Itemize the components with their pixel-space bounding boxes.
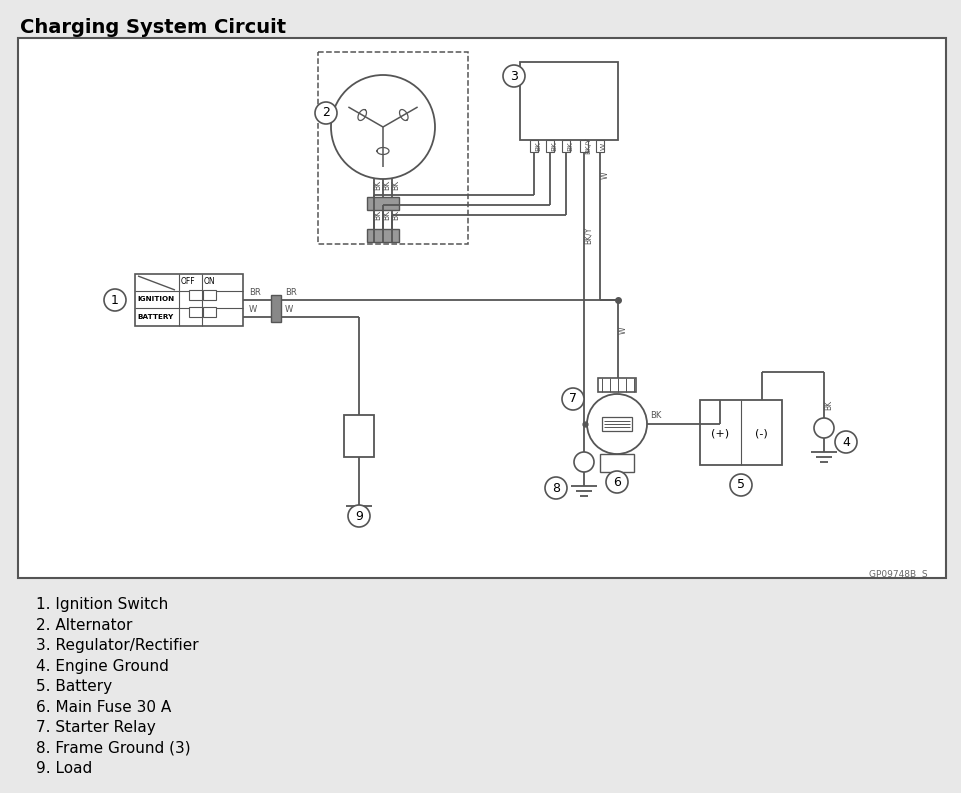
- Text: OFF: OFF: [181, 278, 196, 286]
- Text: BK: BK: [382, 180, 391, 190]
- Text: 6. Main Fuse 30 A: 6. Main Fuse 30 A: [36, 699, 171, 714]
- Text: W: W: [619, 326, 628, 334]
- Bar: [598, 378, 636, 392]
- Text: 7: 7: [569, 393, 577, 405]
- Text: 8. Frame Ground (3): 8. Frame Ground (3): [36, 741, 190, 756]
- Circle shape: [814, 418, 834, 438]
- Text: BATTERY: BATTERY: [137, 314, 173, 320]
- Text: 5. Battery: 5. Battery: [36, 679, 112, 694]
- Bar: [546, 140, 554, 152]
- Circle shape: [348, 505, 370, 527]
- Bar: [562, 140, 570, 152]
- Bar: [189, 290, 202, 300]
- Text: 3. Regulator/Rectifier: 3. Regulator/Rectifier: [36, 638, 199, 653]
- Circle shape: [562, 388, 584, 410]
- Bar: [580, 140, 588, 152]
- Text: BK: BK: [382, 210, 391, 220]
- Text: BK/Y: BK/Y: [583, 226, 593, 243]
- Text: W: W: [285, 305, 293, 314]
- Text: BK: BK: [391, 210, 401, 220]
- Text: ON: ON: [204, 278, 215, 286]
- Bar: [520, 62, 618, 140]
- Bar: [367, 229, 399, 242]
- Text: BK: BK: [391, 180, 401, 190]
- Circle shape: [730, 474, 752, 496]
- Circle shape: [331, 75, 435, 179]
- Circle shape: [587, 394, 647, 454]
- Text: (-): (-): [754, 428, 768, 438]
- Circle shape: [503, 65, 525, 87]
- Circle shape: [574, 452, 594, 472]
- Text: BK: BK: [374, 210, 382, 220]
- Text: IGNITION: IGNITION: [137, 296, 174, 302]
- Circle shape: [606, 471, 628, 493]
- Bar: [367, 197, 399, 210]
- Circle shape: [315, 102, 337, 124]
- Text: BK: BK: [535, 141, 541, 151]
- Text: 2: 2: [322, 106, 330, 120]
- Bar: [18, 38, 946, 578]
- Text: 1. Ignition Switch: 1. Ignition Switch: [36, 597, 168, 612]
- Text: BK: BK: [374, 180, 382, 190]
- Text: W: W: [601, 171, 609, 178]
- Text: (+): (+): [711, 428, 729, 438]
- Bar: [700, 400, 782, 465]
- Text: BR: BR: [249, 288, 260, 297]
- Text: 3: 3: [510, 70, 518, 82]
- Bar: [600, 454, 634, 472]
- Text: W: W: [249, 305, 258, 314]
- Circle shape: [545, 477, 567, 499]
- Text: 4. Engine Ground: 4. Engine Ground: [36, 658, 169, 673]
- Bar: [203, 290, 216, 300]
- Bar: [318, 52, 468, 244]
- Text: BK: BK: [567, 141, 573, 151]
- Text: 9: 9: [355, 509, 363, 523]
- Text: 4: 4: [842, 435, 850, 449]
- Text: Charging System Circuit: Charging System Circuit: [20, 18, 286, 37]
- Text: BK: BK: [825, 400, 833, 410]
- Bar: [602, 417, 632, 431]
- Bar: [271, 295, 281, 322]
- Text: BR: BR: [285, 288, 297, 297]
- Text: 7. Starter Relay: 7. Starter Relay: [36, 720, 156, 735]
- Bar: [135, 274, 243, 326]
- Bar: [189, 307, 202, 317]
- Text: GP09748B  S: GP09748B S: [870, 570, 928, 579]
- Text: 9. Load: 9. Load: [36, 761, 92, 776]
- Bar: [203, 307, 216, 317]
- Circle shape: [835, 431, 857, 453]
- Text: BK/Y: BK/Y: [585, 138, 591, 155]
- Text: 5: 5: [737, 478, 745, 492]
- Text: 2. Alternator: 2. Alternator: [36, 618, 133, 633]
- Text: W: W: [601, 143, 607, 150]
- Bar: [530, 140, 538, 152]
- Text: 1: 1: [111, 293, 119, 307]
- Text: 8: 8: [552, 481, 560, 495]
- Circle shape: [104, 289, 126, 311]
- Bar: [344, 415, 374, 457]
- Text: 6: 6: [613, 476, 621, 488]
- Bar: [596, 140, 604, 152]
- Text: BK: BK: [650, 411, 661, 420]
- Text: BK: BK: [551, 141, 557, 151]
